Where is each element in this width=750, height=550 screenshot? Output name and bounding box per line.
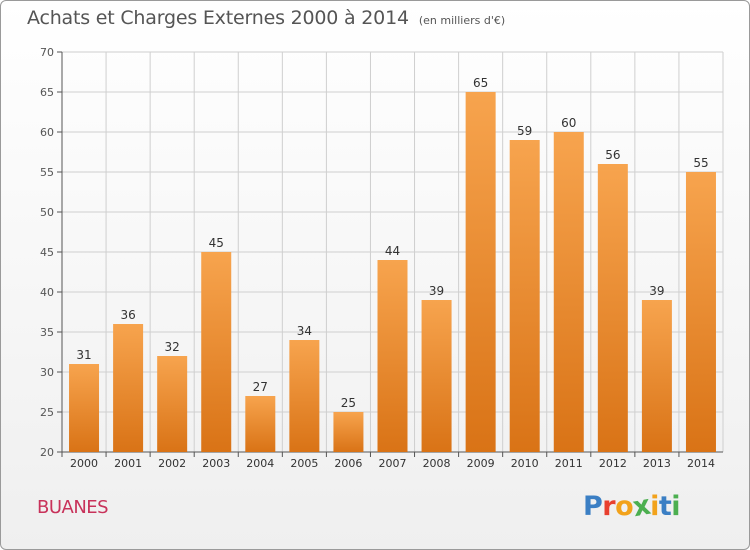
data-label: 65 [473,76,488,90]
y-tick-label: 50 [40,206,54,219]
x-tick-label: 2010 [511,457,539,470]
y-tick-label: 30 [40,366,54,379]
bars [69,92,716,452]
bar-2002 [157,356,188,452]
data-label: 60 [561,116,576,130]
x-tick-label: 2000 [70,457,98,470]
bar-2005 [289,340,320,452]
chart-title: Achats et Charges Externes 2000 à 2014 [27,7,409,29]
bar-2013 [641,300,672,452]
y-tick-label: 20 [40,446,54,459]
bar-2010 [509,140,540,452]
data-label: 55 [693,156,708,170]
x-tick-label: 2008 [423,457,451,470]
x-tick-label: 2005 [290,457,318,470]
logo-letter: P [583,491,603,522]
x-tick-label: 2004 [246,457,274,470]
data-label: 34 [297,324,312,338]
bar-2001 [113,324,144,452]
commune-name: BUANES [37,497,109,518]
logo-letter: r [602,491,616,522]
logo-letter: i [671,491,681,522]
bar-2012 [597,164,628,452]
x-tick-label: 2013 [643,457,671,470]
data-labels: 31 36 32 45 27 34 25 44 39 65 59 60 56 39 55 [76,76,708,410]
chart-title-block: Achats et Charges Externes 2000 à 2014 (e… [27,7,505,29]
data-label: 56 [605,148,620,162]
data-label: 39 [429,284,444,298]
bar-2003 [201,252,232,452]
bar-2008 [421,300,452,452]
bar-2000 [69,364,100,452]
x-tick-label: 2014 [687,457,715,470]
y-tick-label: 35 [40,326,54,339]
x-tick-label: 2007 [379,457,407,470]
x-tick-label: 2011 [555,457,583,470]
data-label: 59 [517,124,532,138]
bar-2006 [333,412,364,452]
data-label: 31 [76,348,91,362]
bar-2009 [465,92,496,452]
y-tick-label: 25 [40,406,54,419]
bar-2004 [245,396,276,452]
y-tick-label: 40 [40,286,54,299]
data-label: 27 [253,380,268,394]
y-tick-label: 55 [40,166,54,179]
x-tick-label: 2012 [599,457,627,470]
data-label: 25 [341,396,356,410]
logo-letter: o [615,491,634,522]
y-tick-label: 45 [40,246,54,259]
y-tick-label: 70 [40,46,54,59]
y-tick-label: 60 [40,126,54,139]
proxiti-logo: Proxiti [583,490,681,523]
x-tick-label: 2006 [334,457,362,470]
data-label: 45 [209,236,224,250]
bar-2011 [553,132,584,452]
logo-letter: i [650,491,659,522]
data-label: 44 [385,244,400,258]
chart-subtitle: (en milliers d'€) [418,14,506,27]
x-tick-label: 2001 [114,457,142,470]
x-tick-label: 2002 [158,457,186,470]
x-tick-label: 2009 [467,457,495,470]
x-tick-label: 2003 [202,457,230,470]
logo-letter: t [658,491,672,522]
data-label: 39 [649,284,664,298]
bar-2007 [377,260,408,452]
y-tick-label: 65 [40,86,54,99]
bar-2014 [685,172,716,452]
data-label: 32 [165,340,180,354]
data-label: 36 [120,308,135,322]
